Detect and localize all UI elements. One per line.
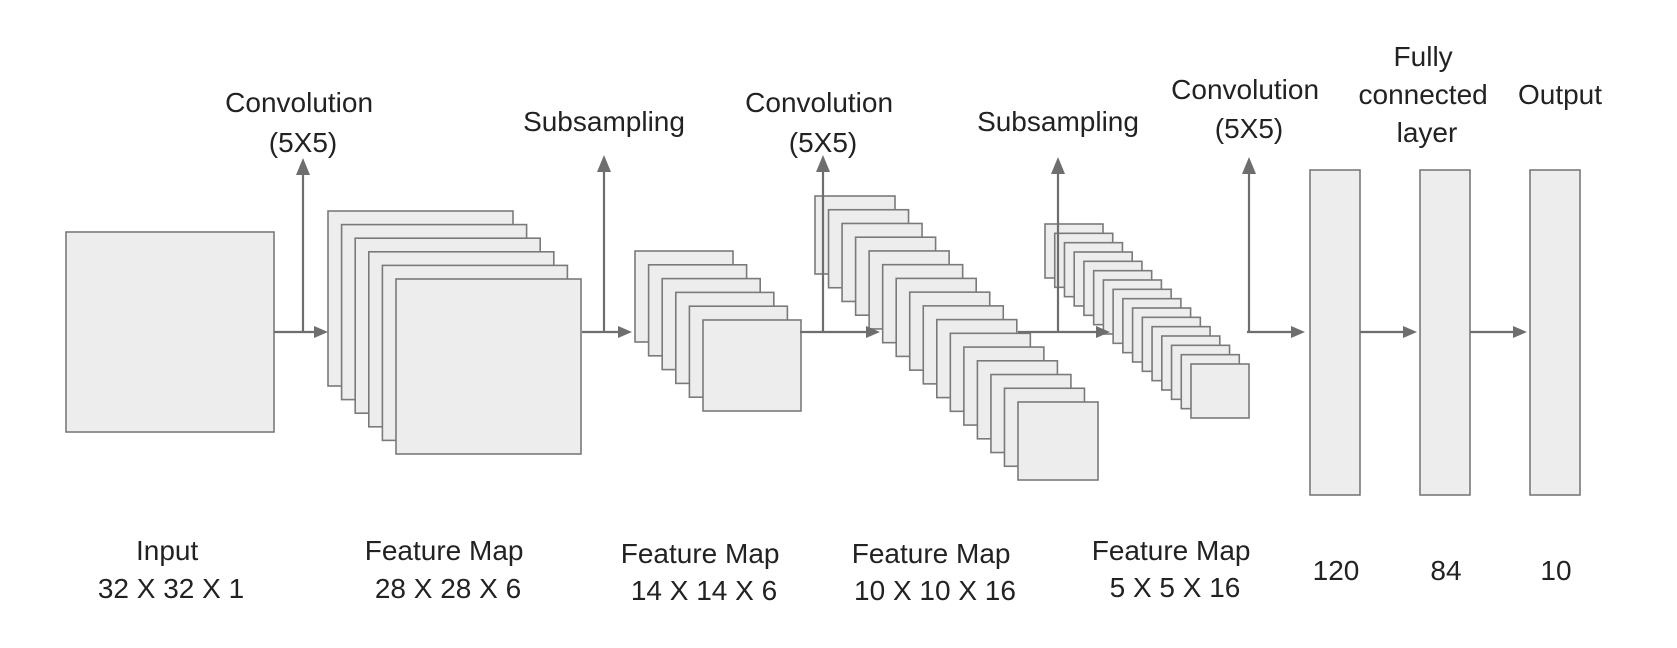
label-s4: Feature Map 5 X 5 X 16 [1092, 535, 1259, 603]
feature-map-plane [1190, 363, 1250, 419]
feature-map-stack-s2 [634, 250, 802, 412]
arrowhead-icon [296, 158, 310, 175]
label-sub2: Subsampling [977, 106, 1139, 137]
arrowhead-icon [1513, 326, 1527, 338]
arrowhead-icon [1096, 326, 1110, 338]
fc-84-block [1419, 169, 1471, 496]
label-c1: Feature Map 28 X 28 X 6 [365, 535, 532, 604]
arrowhead-icon [618, 326, 632, 338]
arrowhead-icon [1403, 326, 1417, 338]
label-conv3: Convolution (5X5) [1171, 74, 1327, 144]
label-f6: 84 [1430, 555, 1461, 586]
label-fc: Fully connected layer [1359, 41, 1496, 148]
feature-map-stack-c3 [814, 195, 1099, 481]
fc-120-block [1309, 169, 1361, 496]
connector-arrows [274, 155, 1527, 338]
arrowhead-icon [597, 155, 611, 172]
label-input: Input 32 X 32 X 1 [98, 535, 244, 604]
feature-map-plane [702, 319, 802, 412]
arrowhead-icon [1291, 326, 1305, 338]
label-conv1: Convolution (5X5) [225, 87, 381, 158]
arrowhead-icon [866, 326, 880, 338]
arrowhead-icon [816, 155, 830, 172]
feature-map-plane [1017, 401, 1099, 481]
label-s2: Feature Map 14 X 14 X 6 [621, 538, 788, 606]
arrowhead-icon [314, 326, 328, 338]
label-f5: 120 [1313, 555, 1360, 586]
feature-map-stack-s4 [1044, 223, 1250, 419]
arrowhead-icon [1051, 157, 1065, 174]
label-conv2: Convolution (5X5) [745, 87, 901, 158]
label-c3: Feature Map 10 X 10 X 16 [852, 538, 1019, 606]
label-out: 10 [1540, 555, 1571, 586]
feature-map-stack-c1 [327, 210, 582, 455]
label-output: Output [1518, 79, 1602, 110]
arrowhead-icon [1242, 157, 1256, 174]
input-block [65, 231, 275, 433]
label-sub1: Subsampling [523, 106, 685, 137]
output-10-block [1529, 169, 1581, 496]
feature-map-plane [395, 278, 582, 455]
